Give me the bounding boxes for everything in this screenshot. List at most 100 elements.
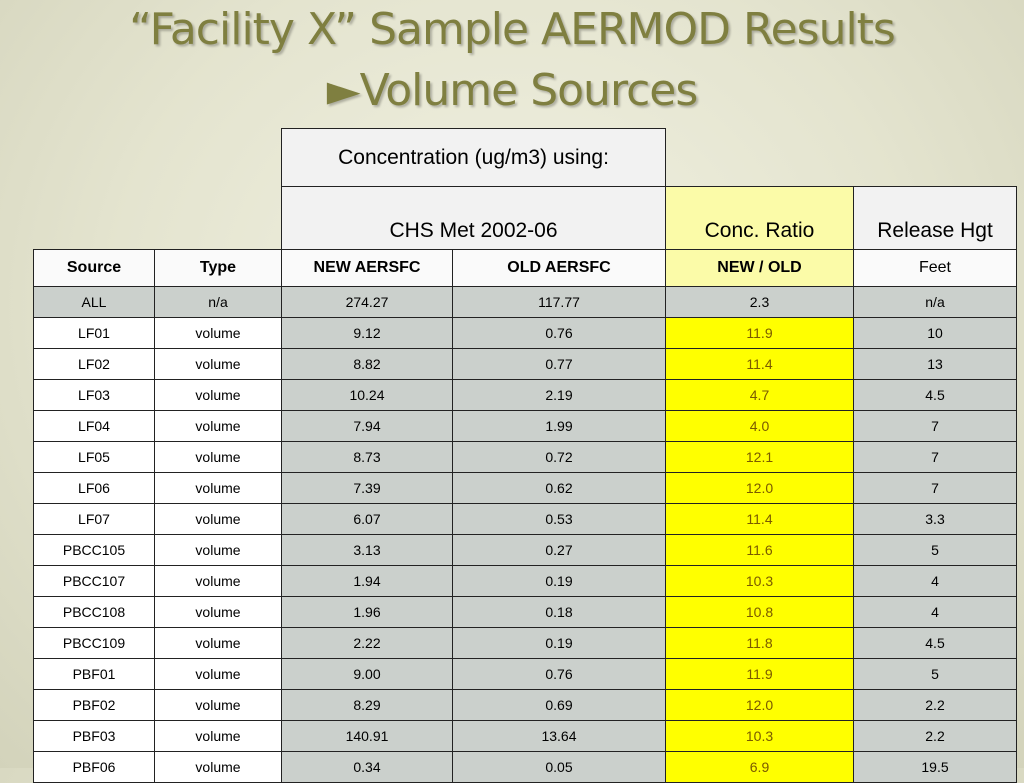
cell-type: volume [154,565,282,597]
cell-feet: 7 [853,472,1017,504]
cell-ratio: 12.0 [665,689,854,721]
cell-type: n/a [154,286,282,318]
cell-new-aersfc: 7.94 [281,410,453,442]
cell-source: PBCC105 [33,534,155,566]
cell-feet: 13 [853,348,1017,380]
table-row: PBF01 volume 9.00 0.76 11.9 5 [33,658,1017,690]
cell-type: volume [154,751,282,783]
table-row: PBCC107 volume 1.94 0.19 10.3 4 [33,565,1017,597]
cell-feet: 7 [853,410,1017,442]
cell-new-aersfc: 7.39 [281,472,453,504]
column-header-old-aersfc: OLD AERSFC [452,249,666,287]
cell-type: volume [154,348,282,380]
cell-ratio: 4.0 [665,410,854,442]
cell-ratio: 11.6 [665,534,854,566]
cell-feet: 5 [853,658,1017,690]
met-header: CHS Met 2002-06 [281,186,666,250]
cell-type: volume [154,410,282,442]
table-row: ALL n/a 274.27 117.77 2.3 n/a [33,286,1017,318]
table-row: LF02 volume 8.82 0.77 11.4 13 [33,348,1017,380]
cell-source: PBF06 [33,751,155,783]
cell-old-aersfc: 0.27 [452,534,666,566]
cell-source: ALL [33,286,155,318]
cell-new-aersfc: 8.29 [281,689,453,721]
cell-source: LF06 [33,472,155,504]
cell-old-aersfc: 0.18 [452,596,666,628]
cell-feet: 2.2 [853,720,1017,752]
cell-feet: 2.2 [853,689,1017,721]
cell-type: volume [154,596,282,628]
cell-ratio: 6.9 [665,751,854,783]
cell-type: volume [154,441,282,473]
cell-ratio: 11.9 [665,317,854,349]
table-row: PBF03 volume 140.91 13.64 10.3 2.2 [33,720,1017,752]
blank-corner [34,129,282,187]
table-row: PBF06 volume 0.34 0.05 6.9 19.5 [33,751,1017,783]
release-header: Release Hgt [853,186,1017,250]
table-row: LF01 volume 9.12 0.76 11.9 10 [33,317,1017,349]
cell-type: volume [154,379,282,411]
cell-ratio: 10.3 [665,565,854,597]
cell-new-aersfc: 0.34 [281,751,453,783]
cell-ratio: 11.9 [665,658,854,690]
table-row: PBCC105 volume 3.13 0.27 11.6 5 [33,534,1017,566]
cell-type: volume [154,627,282,659]
cell-source: LF05 [33,441,155,473]
cell-new-aersfc: 140.91 [281,720,453,752]
cell-feet: 4 [853,596,1017,628]
cell-old-aersfc: 2.19 [452,379,666,411]
cell-new-aersfc: 274.27 [281,286,453,318]
table-row: LF07 volume 6.07 0.53 11.4 3.3 [33,503,1017,535]
cell-source: LF04 [33,410,155,442]
cell-type: volume [154,503,282,535]
cell-feet: 4.5 [853,627,1017,659]
cell-ratio: 11.4 [665,503,854,535]
blank-right [666,129,1017,187]
cell-new-aersfc: 1.94 [281,565,453,597]
cell-old-aersfc: 1.99 [452,410,666,442]
cell-type: volume [154,472,282,504]
cell-source: LF07 [33,503,155,535]
cell-new-aersfc: 8.82 [281,348,453,380]
cell-old-aersfc: 0.53 [452,503,666,535]
cell-old-aersfc: 13.64 [452,720,666,752]
cell-ratio: 12.1 [665,441,854,473]
column-header-type: Type [154,249,282,287]
cell-ratio: 10.8 [665,596,854,628]
ratio-header: Conc. Ratio [665,186,854,250]
cell-new-aersfc: 9.00 [281,658,453,690]
title-line-1: “Facility X” Sample AERMOD Results [129,4,896,55]
cell-old-aersfc: 0.62 [452,472,666,504]
cell-new-aersfc: 9.12 [281,317,453,349]
column-header-row: Source Type NEW AERSFC OLD AERSFC NEW / OLD F… [33,249,1017,287]
cell-ratio: 10.3 [665,720,854,752]
cell-old-aersfc: 0.19 [452,565,666,597]
cell-old-aersfc: 0.72 [452,441,666,473]
table-body: ALL n/a 274.27 117.77 2.3 n/a LF01 volume 9.12 0.… [33,286,1017,783]
cell-feet: 7 [853,441,1017,473]
cell-old-aersfc: 0.69 [452,689,666,721]
cell-source: PBCC109 [33,627,155,659]
cell-source: PBF03 [33,720,155,752]
concentration-header: Concentration (ug/m3) using: [281,128,666,187]
cell-feet: n/a [853,286,1017,318]
cell-new-aersfc: 3.13 [281,534,453,566]
cell-source: LF03 [33,379,155,411]
cell-feet: 4.5 [853,379,1017,411]
cell-feet: 19.5 [853,751,1017,783]
cell-old-aersfc: 117.77 [452,286,666,318]
column-header-new-aersfc: NEW AERSFC [281,249,453,287]
cell-source: PBF01 [33,658,155,690]
cell-type: volume [154,317,282,349]
cell-old-aersfc: 0.76 [452,317,666,349]
table-row: PBCC109 volume 2.22 0.19 11.8 4.5 [33,627,1017,659]
cell-feet: 3.3 [853,503,1017,535]
table-row: PBCC108 volume 1.96 0.18 10.8 4 [33,596,1017,628]
cell-type: volume [154,689,282,721]
cell-ratio: 2.3 [665,286,854,318]
table-row: PBF02 volume 8.29 0.69 12.0 2.2 [33,689,1017,721]
cell-ratio: 4.7 [665,379,854,411]
table-row: LF06 volume 7.39 0.62 12.0 7 [33,472,1017,504]
results-table: Concentration (ug/m3) using: CHS Met 200… [33,128,1017,783]
cell-new-aersfc: 10.24 [281,379,453,411]
